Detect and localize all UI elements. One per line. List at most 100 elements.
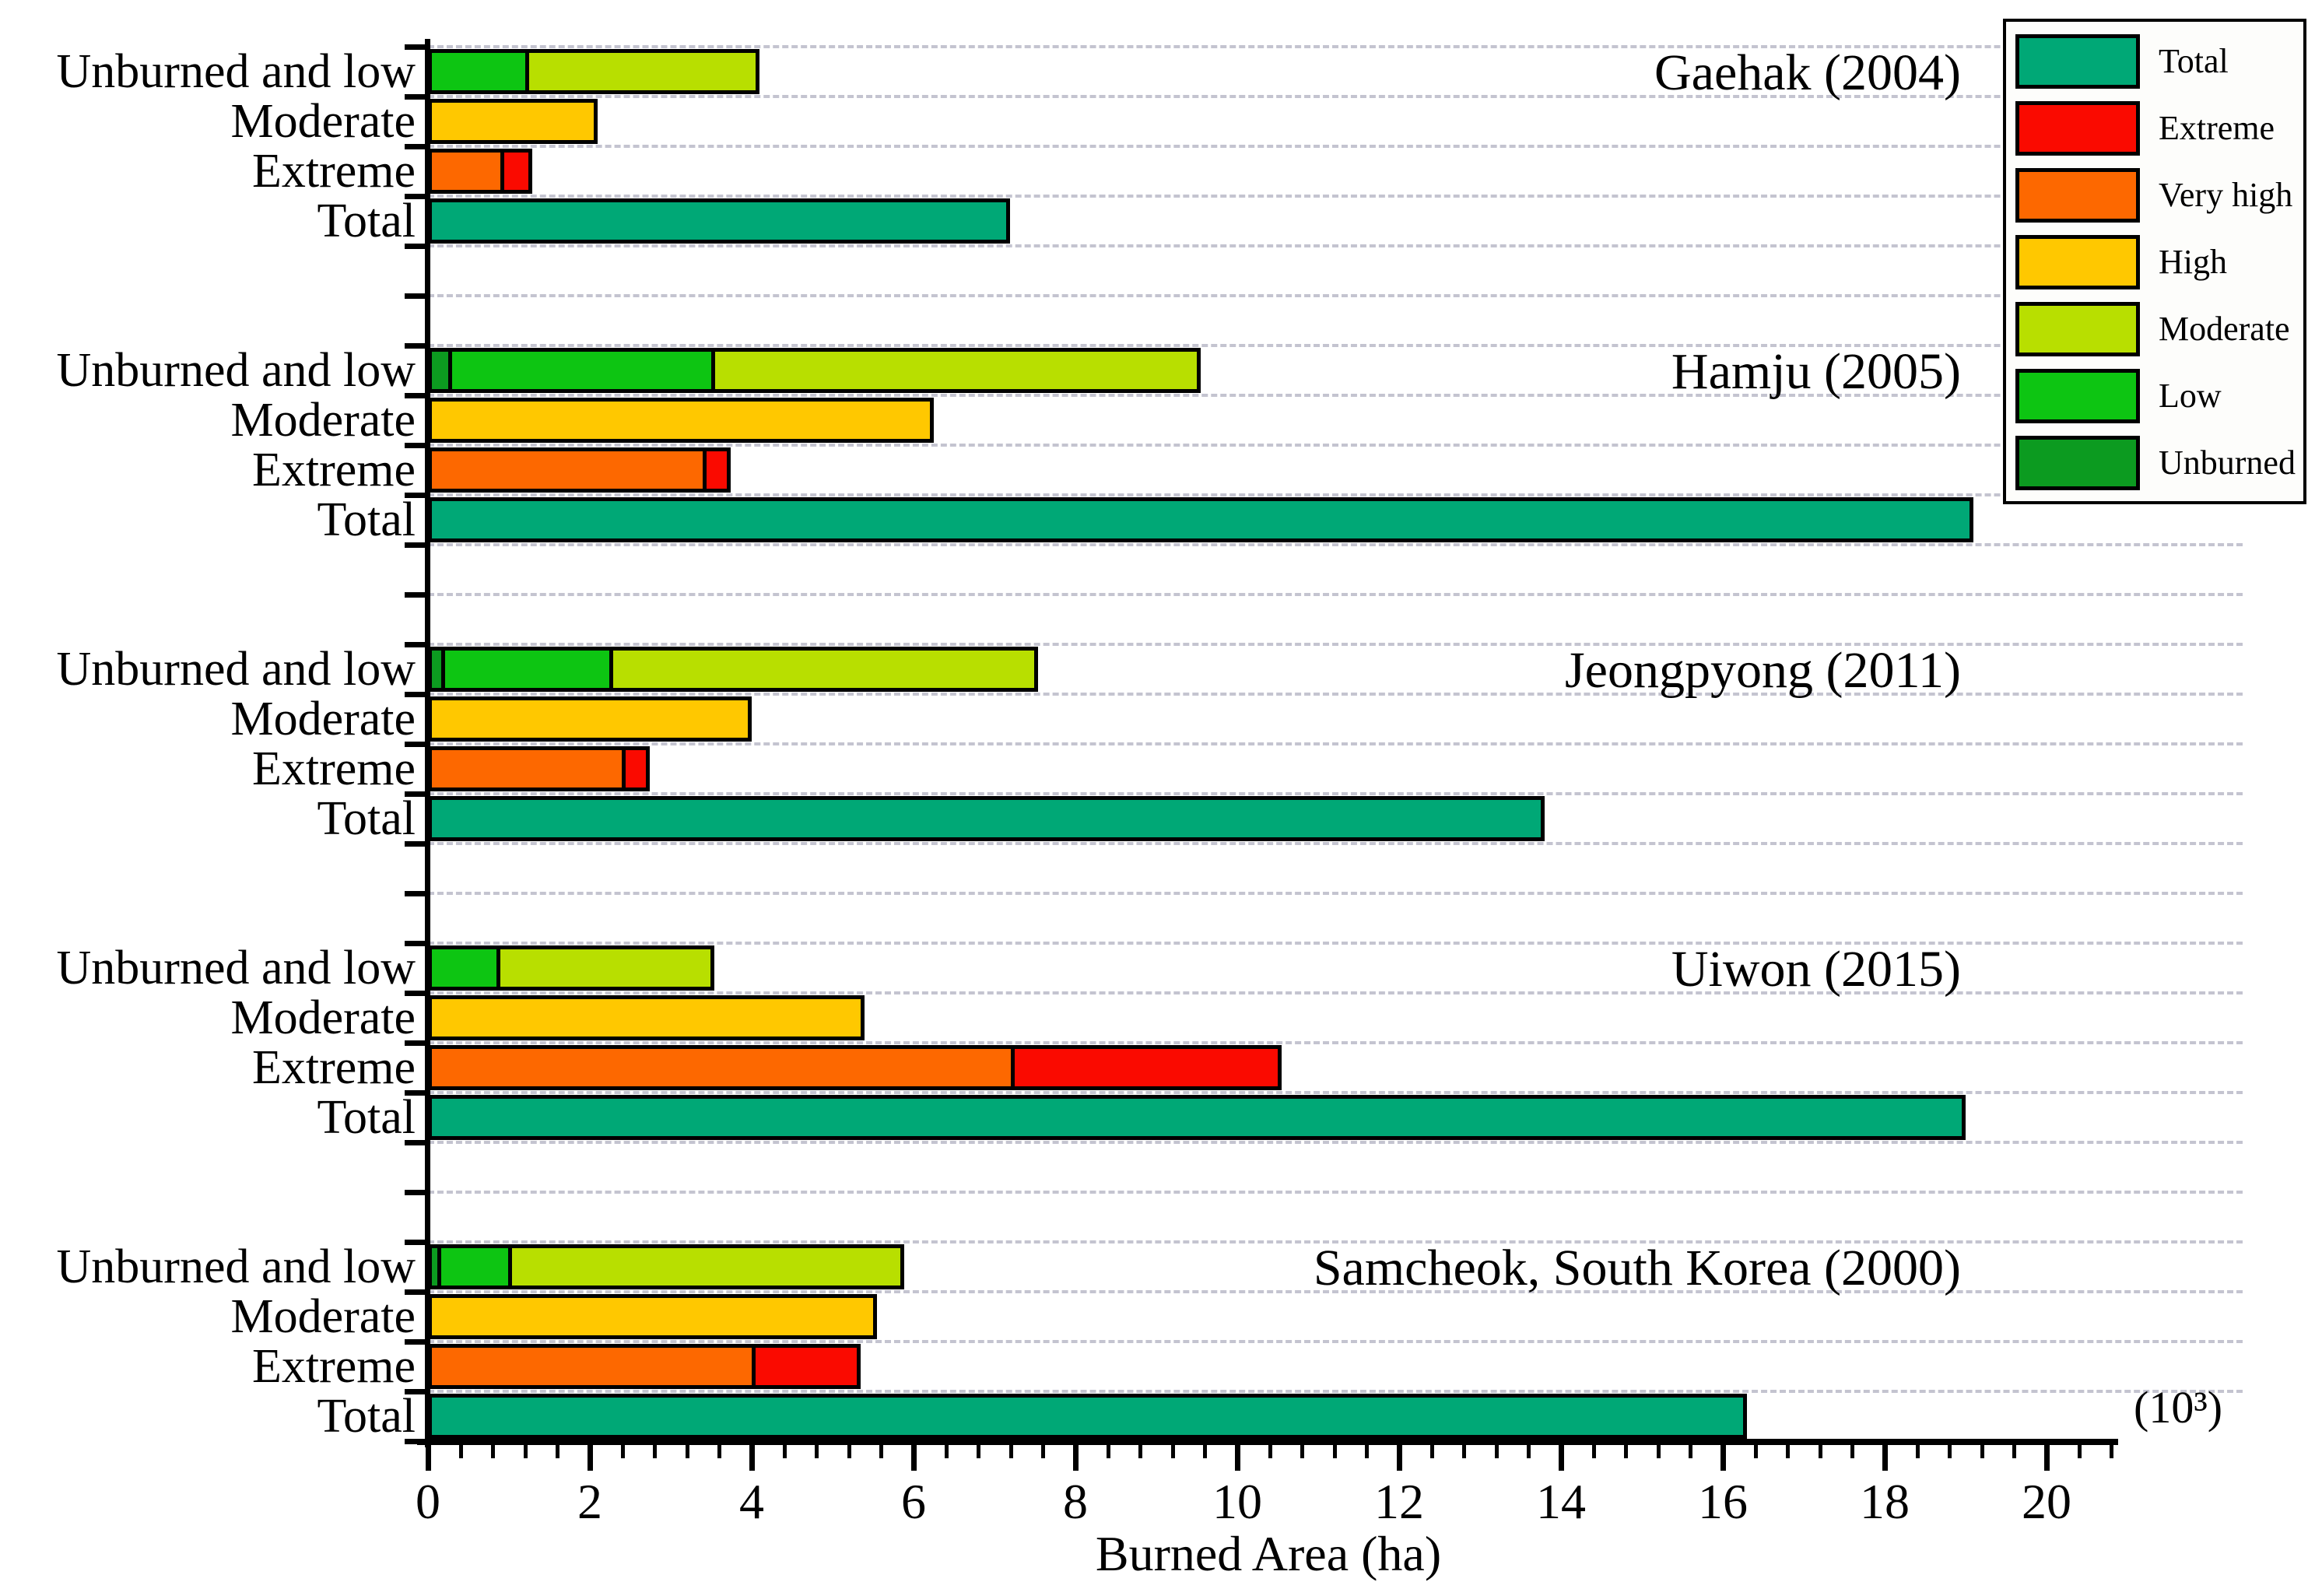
y-axis-tick: [405, 1240, 428, 1245]
bar-extreme: [428, 1045, 1282, 1090]
bar-segment-low: [441, 651, 609, 688]
row-label: Moderate: [230, 95, 416, 148]
y-axis-tick: [405, 642, 428, 647]
bar-moderate: [428, 99, 598, 144]
y-axis-tick: [405, 991, 428, 996]
x-axis-tick-label: 16: [1698, 1474, 1748, 1529]
y-axis-tick: [405, 443, 428, 448]
x-axis-minor-tick: [782, 1441, 787, 1458]
group-title: Samcheok, South Korea (2000): [1313, 1240, 1961, 1296]
x-axis-minor-tick: [1591, 1441, 1596, 1458]
bar-segment-low: [432, 53, 525, 90]
bar-segment-total: [432, 202, 1006, 240]
x-axis-minor-tick: [977, 1441, 981, 1458]
bar-segment-total: [432, 1099, 1962, 1136]
x-axis-minor-tick: [1170, 1441, 1175, 1458]
x-axis-minor-tick: [620, 1441, 625, 1458]
gridline: [428, 892, 2243, 895]
bar-segment-high: [432, 999, 861, 1037]
bar-segment-unburned: [432, 651, 441, 688]
group-title: Hamju (2005): [1671, 343, 1961, 400]
row-label: Total: [317, 1390, 416, 1443]
bar-segment-total: [432, 800, 1541, 837]
x-axis-minor-tick: [1365, 1441, 1370, 1458]
row-label: Moderate: [230, 991, 416, 1044]
x-axis-minor-tick: [491, 1441, 496, 1458]
bar-segment-moderate: [525, 53, 756, 90]
y-axis-tick: [405, 1389, 428, 1394]
x-axis-minor-tick: [1041, 1441, 1046, 1458]
gridline: [428, 991, 2243, 994]
bar-segment-extreme: [500, 153, 528, 190]
row-label: Unburned and low: [56, 643, 416, 696]
bar-segment-low: [437, 1248, 508, 1286]
gridline: [428, 543, 2243, 546]
legend-label: Very high: [2159, 176, 2293, 214]
row-label: Total: [317, 792, 416, 845]
gridline: [428, 1091, 2243, 1094]
legend-item-high: High: [2006, 229, 2303, 296]
y-axis-tick: [405, 194, 428, 199]
x-axis-minor-tick: [1818, 1441, 1822, 1458]
bar-segment-very_high: [432, 750, 622, 787]
legend-label: High: [2159, 243, 2227, 281]
x-axis-minor-tick: [653, 1441, 658, 1458]
group-title: Uiwon (2015): [1671, 941, 1961, 998]
gridline: [428, 1141, 2243, 1144]
y-axis-tick: [405, 941, 428, 946]
gridline: [428, 1041, 2243, 1044]
row-label: Moderate: [230, 693, 416, 745]
x-axis-minor-tick: [1980, 1441, 1984, 1458]
x-axis-major-tick: [1073, 1441, 1079, 1471]
row-label: Unburned and low: [56, 344, 416, 397]
y-axis-tick: [405, 891, 428, 896]
row-label: Extreme: [251, 1041, 416, 1094]
row-label: Moderate: [230, 394, 416, 447]
row-label: Total: [317, 493, 416, 546]
y-axis-tick: [405, 293, 428, 299]
gridline: [428, 145, 2243, 148]
bar-segment-moderate: [508, 1248, 900, 1286]
bar-segment-extreme: [1011, 1049, 1278, 1086]
bar-moderate: [428, 995, 865, 1040]
legend-item-very_high: Very high: [2006, 162, 2303, 229]
row-label: Extreme: [251, 1340, 416, 1393]
gridline: [428, 742, 2243, 745]
bar-unburned-and-low: [428, 348, 1201, 393]
bar-moderate: [428, 1294, 877, 1339]
gridline: [428, 1290, 2243, 1293]
gridline: [428, 493, 2243, 496]
bar-total: [428, 796, 1545, 841]
gridline: [428, 942, 2243, 945]
row-label: Moderate: [230, 1290, 416, 1343]
gridline: [428, 1191, 2243, 1194]
x-axis-tick-label: 0: [416, 1474, 440, 1529]
row-label: Unburned and low: [56, 1240, 416, 1293]
legend-label: Total: [2159, 42, 2229, 80]
x-axis-minor-tick: [1008, 1441, 1013, 1458]
legend-label: Moderate: [2159, 310, 2290, 348]
y-axis-tick: [405, 791, 428, 797]
y-axis-tick: [405, 1439, 428, 1444]
bar-segment-very_high: [432, 451, 703, 489]
bar-segment-extreme: [752, 1348, 857, 1385]
gridline: [428, 593, 2243, 596]
row-label: Unburned and low: [56, 45, 416, 98]
y-axis-tick: [405, 542, 428, 548]
x-axis-minor-tick: [556, 1441, 560, 1458]
row-label: Total: [317, 195, 416, 247]
x-axis-minor-tick: [1786, 1441, 1791, 1458]
bar-segment-high: [432, 103, 594, 140]
x-axis-tick-label: 4: [739, 1474, 764, 1529]
x-axis-minor-tick: [1429, 1441, 1434, 1458]
x-axis-minor-tick: [1138, 1441, 1143, 1458]
x-axis-minor-tick: [2077, 1441, 2082, 1458]
x-axis-minor-tick: [1656, 1441, 1661, 1458]
bar-segment-unburned: [432, 1248, 437, 1286]
x-axis-minor-tick: [1753, 1441, 1758, 1458]
row-label: Unburned and low: [56, 942, 416, 994]
x-axis-minor-tick: [1268, 1441, 1272, 1458]
x-axis-tick-label: 20: [2022, 1474, 2071, 1529]
x-axis-minor-tick: [1915, 1441, 1920, 1458]
